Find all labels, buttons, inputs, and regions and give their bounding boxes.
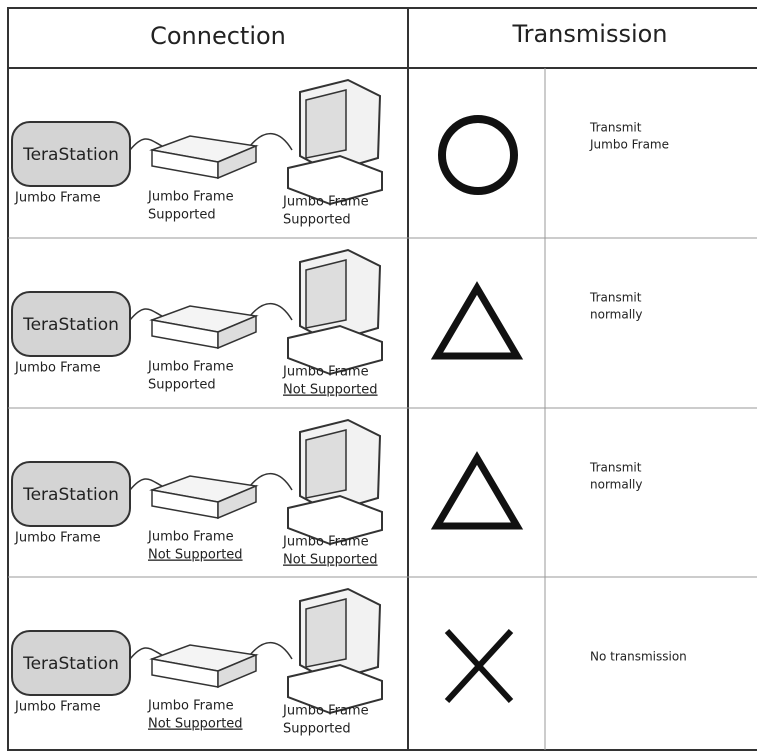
symbol-triangle: [430, 451, 524, 530]
cable: [249, 133, 293, 151]
terastation-name: TeraStation: [22, 654, 119, 674]
terastation-label: Jumbo Frame: [14, 700, 101, 715]
terastation: [11, 461, 131, 527]
symbol-circle: [438, 115, 518, 195]
pc-base: [287, 494, 383, 546]
transmission-text: normally: [590, 308, 642, 322]
transmission-text: No transmission: [590, 650, 687, 664]
switch-label: Jumbo Frame: [147, 530, 234, 545]
cable: [249, 303, 293, 321]
switch-side: [217, 653, 257, 689]
switch-side: [217, 144, 257, 180]
table-border: [7, 7, 757, 751]
cable: [129, 138, 163, 151]
row: TeraStation Jumbo Frame Jumbo Frame Not Sup…: [8, 576, 757, 737]
pc-label: Jumbo Frame: [282, 535, 369, 550]
transmission-text: normally: [590, 478, 642, 492]
cable: [129, 308, 163, 321]
transmission-text: Transmit: [589, 461, 642, 475]
switch-label: Supported: [148, 208, 216, 223]
switch-label: Not Supported: [148, 548, 243, 563]
pc-screen: [305, 598, 347, 668]
terastation: [11, 630, 131, 696]
pc-label: Jumbo Frame: [282, 704, 369, 719]
row: TeraStation Jumbo Frame Jumbo Frame Support…: [11, 78, 669, 228]
pc-base: [287, 324, 383, 376]
pc-label: Supported: [283, 722, 351, 737]
header-connection: Connection: [150, 22, 286, 50]
row: TeraStation Jumbo Frame Jumbo Frame Not Sup…: [8, 407, 757, 568]
pc-label: Jumbo Frame: [282, 195, 369, 210]
row: TeraStation Jumbo Frame Jumbo Frame Support…: [8, 237, 757, 398]
transmission-text: Jumbo Frame: [589, 138, 669, 152]
cable: [129, 478, 163, 491]
terastation-name: TeraStation: [22, 145, 119, 165]
terastation: [11, 291, 131, 357]
symbol-cross: [444, 628, 514, 704]
terastation-name: TeraStation: [22, 485, 119, 505]
terastation-name: TeraStation: [22, 315, 119, 335]
terastation-label: Jumbo Frame: [14, 531, 101, 546]
terastation: [11, 121, 131, 187]
header-transmission: Transmission: [511, 20, 667, 48]
switch-label: Jumbo Frame: [147, 360, 234, 375]
switch-label: Supported: [148, 378, 216, 393]
pc-screen: [305, 259, 347, 329]
pc-screen: [305, 89, 347, 159]
switch-label: Jumbo Frame: [147, 190, 234, 205]
switch-side: [217, 314, 257, 350]
symbol-triangle: [430, 281, 524, 360]
pc-label: Supported: [283, 213, 351, 228]
pc-label: Jumbo Frame: [282, 365, 369, 380]
cable: [249, 642, 293, 660]
pc-base: [287, 154, 383, 206]
transmission-text: Transmit: [589, 291, 642, 305]
cable: [249, 473, 293, 491]
terastation-label: Jumbo Frame: [14, 191, 101, 206]
switch-side: [217, 484, 257, 520]
pc-base: [287, 663, 383, 715]
switch-label: Jumbo Frame: [147, 699, 234, 714]
terastation-label: Jumbo Frame: [14, 361, 101, 376]
transmission-text: Transmit: [589, 121, 642, 135]
pc-screen: [305, 429, 347, 499]
cable: [129, 647, 163, 660]
pc-label: Not Supported: [283, 383, 378, 398]
switch-label: Not Supported: [148, 717, 243, 732]
pc-label: Not Supported: [283, 553, 378, 568]
